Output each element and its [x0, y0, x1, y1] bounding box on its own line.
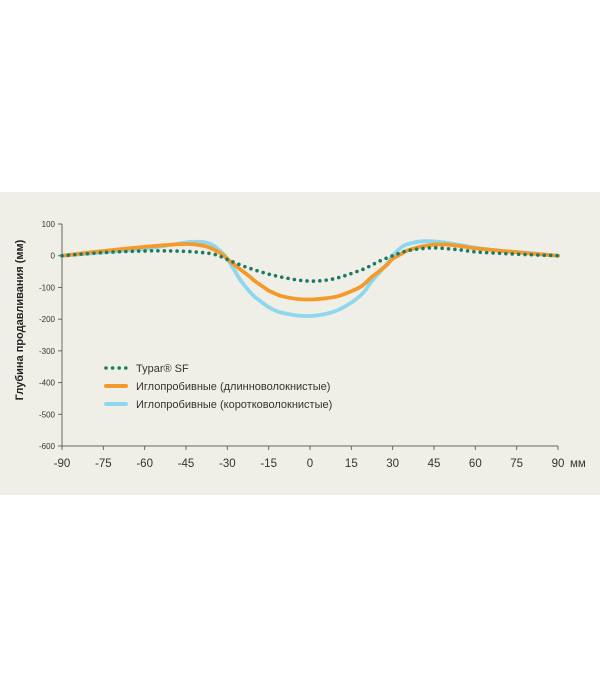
- y-axis-label: Глубина продавливания (мм): [14, 239, 26, 400]
- x-tick-label: 0: [307, 458, 313, 470]
- y-tick-label: 0: [51, 252, 56, 261]
- x-tick-label: -30: [219, 458, 236, 470]
- x-tick-label: 45: [428, 458, 441, 470]
- chart-background-panel: [0, 192, 600, 495]
- legend-label: Иглопробивные (коротковолокнистые): [136, 399, 332, 411]
- x-tick-label: -75: [95, 458, 112, 470]
- legend-label: Typar® SF: [136, 363, 189, 375]
- depth-chart: Глубина продавливания (мм) 100 0 -100 -200 -…: [14, 220, 586, 470]
- x-tick-label: 30: [386, 458, 399, 470]
- x-tick-label: 90: [552, 458, 565, 470]
- series-line-needle-punched-short: [60, 239, 560, 318]
- y-tick-label: -300: [39, 347, 56, 356]
- legend-label: Иглопробивные (длинноволокнистые): [136, 381, 330, 393]
- x-tick-label: 60: [469, 458, 482, 470]
- series-layer: [60, 239, 560, 318]
- x-tick-label: 75: [510, 458, 523, 470]
- y-tick-label: -100: [39, 283, 56, 292]
- y-tick-label: -500: [39, 410, 56, 419]
- x-tick-label: -45: [178, 458, 195, 470]
- legend: Typar® SF Иглопробивные (длинноволокнисты…: [104, 363, 332, 411]
- series-line-typar-sf: [60, 245, 560, 283]
- y-tick-label: -600: [39, 442, 56, 451]
- x-tick-label: -60: [136, 458, 153, 470]
- y-axis-label-group: Глубина продавливания (мм): [14, 239, 26, 400]
- y-tick-label: -200: [39, 315, 56, 324]
- x-tick-label: -90: [54, 458, 71, 470]
- x-tick-label: 15: [345, 458, 358, 470]
- series-line-needle-punched-long: [60, 242, 560, 302]
- x-tick-label: -15: [260, 458, 277, 470]
- x-axis-unit-label: мм: [570, 458, 586, 470]
- y-tick-label: -400: [39, 379, 56, 388]
- y-tick-label: 100: [42, 220, 56, 229]
